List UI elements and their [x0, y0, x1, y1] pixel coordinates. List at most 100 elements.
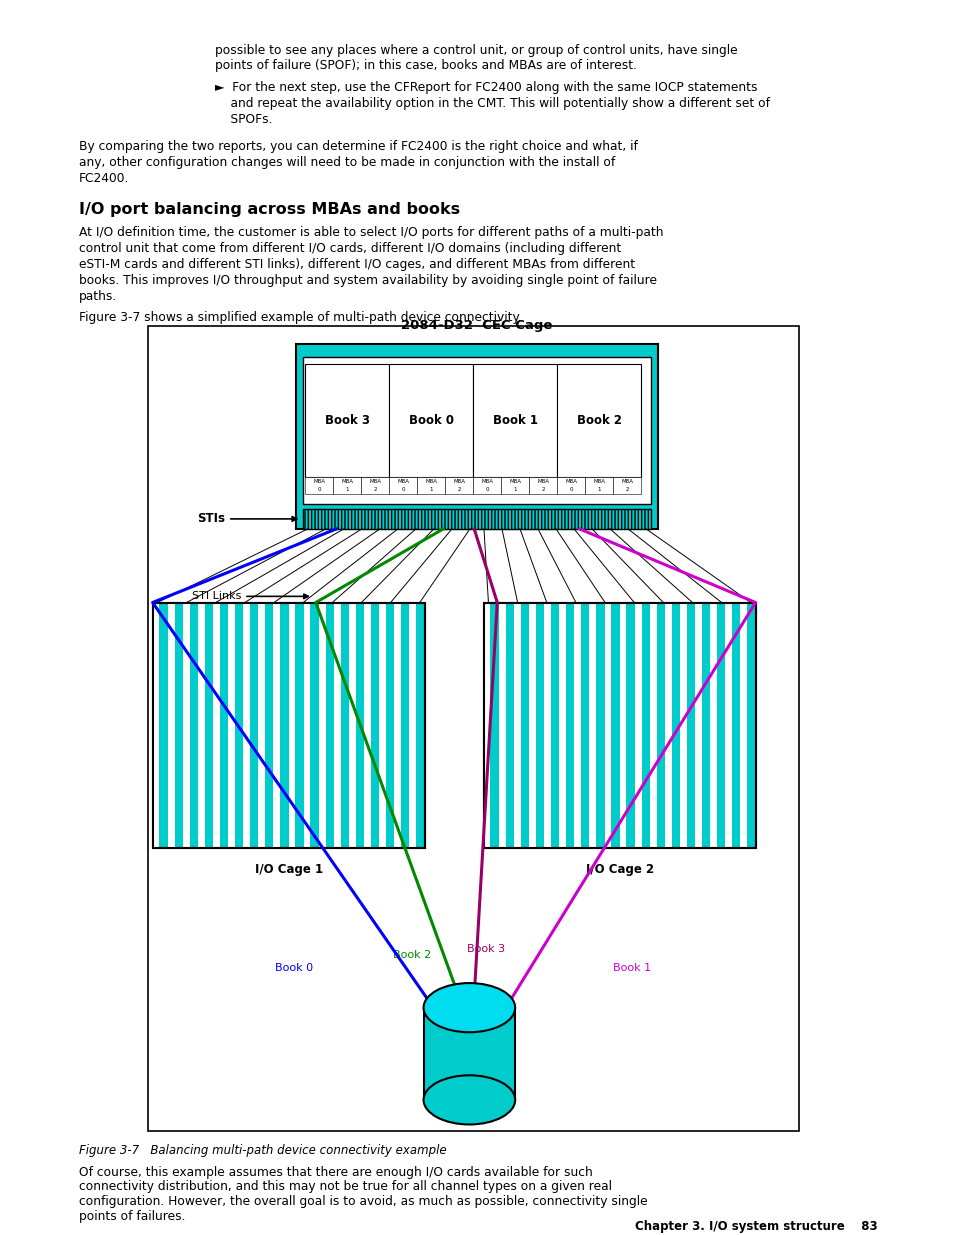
- Bar: [649, 603, 656, 848]
- Bar: [333, 477, 361, 494]
- Bar: [305, 477, 333, 494]
- Bar: [664, 603, 671, 848]
- Text: FC2400.: FC2400.: [79, 172, 130, 185]
- Text: and repeat the availability option in the CMT. This will potentially show a diff: and repeat the availability option in th…: [214, 98, 769, 110]
- Text: 1: 1: [597, 488, 600, 493]
- Bar: [483, 603, 755, 848]
- Text: 2: 2: [456, 488, 460, 493]
- Bar: [303, 603, 310, 848]
- Text: Of course, this example assumes that there are enough I/O cards available for su: Of course, this example assumes that the…: [79, 1166, 593, 1178]
- Bar: [473, 477, 500, 494]
- Bar: [168, 603, 174, 848]
- Bar: [152, 603, 159, 848]
- Text: MBA: MBA: [313, 479, 325, 484]
- Bar: [483, 603, 755, 848]
- Bar: [258, 603, 265, 848]
- Bar: [679, 603, 686, 848]
- Bar: [589, 603, 596, 848]
- Bar: [389, 477, 416, 494]
- Text: MBA: MBA: [480, 479, 493, 484]
- Text: ►  For the next step, use the CFReport for FC2400 along with the same IOCP state: ► For the next step, use the CFReport fo…: [214, 82, 757, 94]
- Bar: [213, 603, 219, 848]
- Text: Book 3: Book 3: [466, 945, 504, 955]
- Text: books. This improves I/O throughput and system availability by avoiding single p: books. This improves I/O throughput and …: [79, 274, 657, 288]
- Text: STIs: STIs: [197, 513, 296, 525]
- Bar: [613, 477, 640, 494]
- Text: 0: 0: [485, 488, 489, 493]
- Text: control unit that come from different I/O cards, different I/O domains (includin: control unit that come from different I/…: [79, 242, 620, 256]
- Ellipse shape: [423, 983, 515, 1032]
- Text: I/O port balancing across MBAs and books: I/O port balancing across MBAs and books: [79, 201, 460, 216]
- Bar: [334, 603, 340, 848]
- Bar: [500, 477, 529, 494]
- Text: 1: 1: [429, 488, 433, 493]
- Bar: [243, 603, 250, 848]
- Bar: [303, 509, 650, 529]
- Text: Book 1: Book 1: [492, 414, 537, 427]
- Bar: [318, 603, 325, 848]
- Text: Book 3: Book 3: [324, 414, 370, 427]
- Bar: [378, 603, 386, 848]
- Text: STI Links: STI Links: [192, 592, 308, 601]
- Text: 2084-D32  CEC Cage: 2084-D32 CEC Cage: [401, 319, 552, 332]
- Bar: [364, 603, 371, 848]
- Bar: [543, 603, 550, 848]
- Text: MBA: MBA: [564, 479, 577, 484]
- Bar: [228, 603, 234, 848]
- Bar: [295, 345, 658, 529]
- Bar: [557, 364, 640, 477]
- Bar: [529, 477, 557, 494]
- Text: By comparing the two reports, you can determine if FC2400 is the right choice an: By comparing the two reports, you can de…: [79, 141, 638, 153]
- Text: MBA: MBA: [341, 479, 353, 484]
- Text: MBA: MBA: [509, 479, 520, 484]
- Bar: [305, 364, 389, 477]
- Text: MBA: MBA: [425, 479, 436, 484]
- Bar: [148, 326, 799, 1131]
- Text: possible to see any places where a control unit, or group of control units, have: possible to see any places where a contr…: [214, 43, 737, 57]
- Text: 2: 2: [540, 488, 544, 493]
- Bar: [152, 603, 424, 848]
- Text: MBA: MBA: [453, 479, 465, 484]
- Text: eSTI-M cards and different STI links), different I/O cages, and different MBAs f: eSTI-M cards and different STI links), d…: [79, 258, 635, 272]
- Bar: [349, 603, 355, 848]
- Bar: [604, 603, 611, 848]
- Bar: [557, 477, 584, 494]
- Text: MBA: MBA: [369, 479, 381, 484]
- Text: points of failure (SPOF); in this case, books and MBAs are of interest.: points of failure (SPOF); in this case, …: [214, 59, 636, 72]
- Text: 0: 0: [401, 488, 405, 493]
- Bar: [416, 477, 445, 494]
- Text: At I/O definition time, the customer is able to select I/O ports for different p: At I/O definition time, the customer is …: [79, 226, 663, 240]
- Bar: [584, 477, 613, 494]
- Text: Book 2: Book 2: [393, 951, 431, 961]
- Text: 1: 1: [513, 488, 517, 493]
- Bar: [409, 603, 416, 848]
- Bar: [361, 477, 389, 494]
- Bar: [528, 603, 536, 848]
- Text: paths.: paths.: [79, 290, 117, 303]
- Text: I/O Cage 2: I/O Cage 2: [585, 863, 653, 876]
- Bar: [483, 603, 490, 848]
- Text: Book 1: Book 1: [613, 963, 651, 973]
- Text: MBA: MBA: [593, 479, 604, 484]
- Bar: [183, 603, 190, 848]
- Bar: [152, 603, 424, 848]
- Ellipse shape: [423, 1076, 515, 1125]
- Text: 1: 1: [345, 488, 349, 493]
- Text: 0: 0: [569, 488, 573, 493]
- Text: MBA: MBA: [620, 479, 633, 484]
- Text: I/O Cage 1: I/O Cage 1: [254, 863, 322, 876]
- Bar: [574, 603, 580, 848]
- Bar: [634, 603, 640, 848]
- Bar: [709, 603, 717, 848]
- Text: connectivity distribution, and this may not be true for all channel types on a g: connectivity distribution, and this may …: [79, 1181, 612, 1193]
- Bar: [514, 603, 520, 848]
- Text: Figure 3-7 shows a simplified example of multi-path device connectivity.: Figure 3-7 shows a simplified example of…: [79, 311, 521, 324]
- Text: SPOFs.: SPOFs.: [214, 114, 272, 126]
- Text: 2: 2: [373, 488, 376, 493]
- Text: Book 0: Book 0: [274, 963, 313, 973]
- Text: any, other configuration changes will need to be made in conjunction with the in: any, other configuration changes will ne…: [79, 156, 615, 169]
- Bar: [724, 603, 731, 848]
- Text: MBA: MBA: [537, 479, 549, 484]
- Bar: [197, 603, 205, 848]
- Bar: [498, 603, 505, 848]
